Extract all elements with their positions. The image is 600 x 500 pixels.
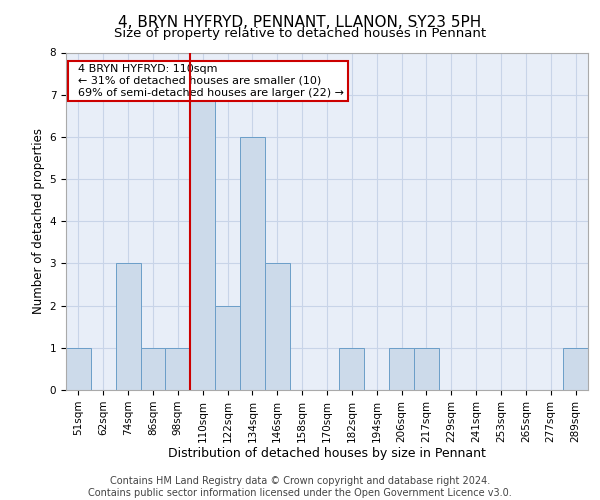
Text: 4 BRYN HYFRYD: 110sqm
  ← 31% of detached houses are smaller (10)
  69% of semi-: 4 BRYN HYFRYD: 110sqm ← 31% of detached … — [71, 64, 344, 98]
Bar — [340, 348, 364, 390]
Bar — [116, 264, 140, 390]
X-axis label: Distribution of detached houses by size in Pennant: Distribution of detached houses by size … — [168, 448, 486, 460]
Bar — [215, 306, 240, 390]
Bar — [389, 348, 414, 390]
Bar — [190, 94, 215, 390]
Bar — [166, 348, 190, 390]
Bar — [563, 348, 588, 390]
Bar — [66, 348, 91, 390]
Bar — [240, 137, 265, 390]
Text: 4, BRYN HYFRYD, PENNANT, LLANON, SY23 5PH: 4, BRYN HYFRYD, PENNANT, LLANON, SY23 5P… — [118, 15, 482, 30]
Bar — [265, 264, 290, 390]
Text: Size of property relative to detached houses in Pennant: Size of property relative to detached ho… — [114, 28, 486, 40]
Y-axis label: Number of detached properties: Number of detached properties — [32, 128, 46, 314]
Bar — [414, 348, 439, 390]
Bar — [140, 348, 166, 390]
Text: Contains HM Land Registry data © Crown copyright and database right 2024.
Contai: Contains HM Land Registry data © Crown c… — [88, 476, 512, 498]
